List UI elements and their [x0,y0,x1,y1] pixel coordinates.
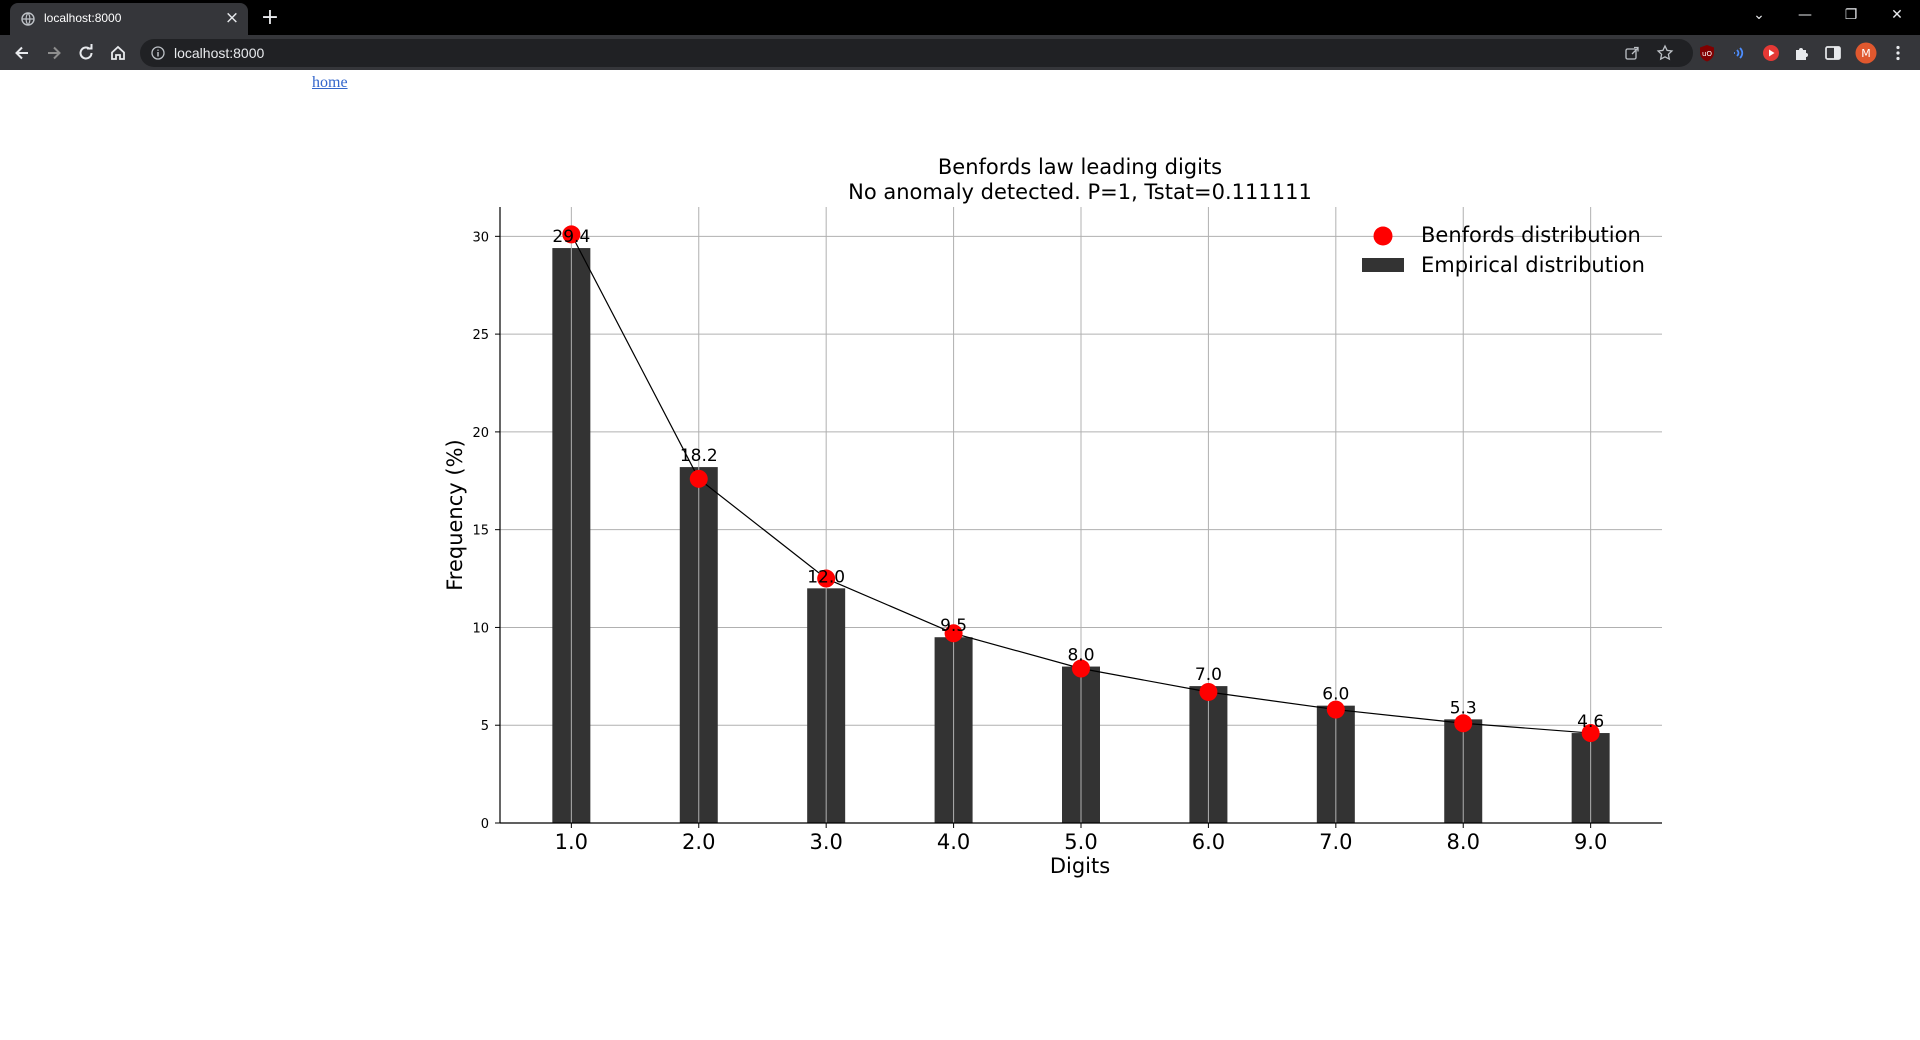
profile-initial: M [1861,47,1871,60]
home-button[interactable] [104,39,132,67]
reload-icon [79,44,93,60]
arrow-left-icon [15,46,28,60]
legend-marker-benford [1373,226,1393,246]
bar-value-label: 6.0 [1322,685,1349,705]
url-text[interactable]: localhost:8000 [174,45,265,61]
x-tick-label: 9.0 [1574,830,1607,854]
new-tab-button[interactable]: + [260,5,280,30]
x-tick-label: 1.0 [555,830,588,854]
benford-marker [1454,714,1473,733]
y-tick-label: 0 [481,817,489,832]
tab-close-icon[interactable]: × [224,8,240,28]
chart-title: Benfords law leading digits [938,155,1222,179]
x-tick-label: 6.0 [1192,830,1225,854]
bar-value-label: 5.3 [1450,698,1477,718]
bar-value-label: 9.5 [940,616,967,636]
kebab-menu-icon[interactable] [1888,43,1908,63]
y-tick-label: 10 [472,621,489,636]
side-panel-icon[interactable] [1823,43,1843,63]
axes: 0 5 10 15 20 25 30 1.0 2.0 3.0 4.0 5.0 6.0 7.0 8.0 9.0 [472,207,1662,854]
bar-value-label: 8.0 [1067,646,1094,666]
browser-toolbar: localhost:8000 uO M [0,35,1920,70]
forward-button[interactable] [40,39,68,67]
tab-title: localhost:8000 [44,11,122,25]
benford-marker [689,469,708,488]
x-tick-label: 4.0 [937,830,970,854]
share-icon[interactable] [1624,45,1640,61]
chart-subtitle: No anomaly detected. P=1, Tstat=0.111111 [848,180,1312,204]
back-button[interactable] [8,39,36,67]
read-aloud-icon[interactable] [1729,43,1749,63]
profile-avatar[interactable]: M [1855,42,1877,64]
benford-marker [944,624,963,643]
legend: Benfords distribution Empirical distribu… [1362,223,1645,277]
y-axis-label: Frequency (%) [443,439,467,591]
y-tick-label: 25 [472,328,489,343]
x-tick-label: 2.0 [682,830,715,854]
restore-button[interactable]: ❐ [1844,7,1858,23]
reload-button[interactable] [72,39,100,67]
benford-marker [1072,659,1090,678]
bar-value-label: 29.4 [552,227,590,247]
x-tick-label: 5.0 [1064,830,1097,854]
puzzle-icon[interactable] [1792,43,1812,63]
info-icon[interactable] [151,46,165,60]
minimize-button[interactable]: — [1798,7,1812,23]
star-icon[interactable] [1656,44,1674,62]
y-tick-label: 15 [472,524,489,539]
bar-value-label: 12.0 [807,567,845,587]
home-icon [111,45,125,60]
legend-swatch-empirical [1362,258,1404,272]
x-tick-label: 8.0 [1447,830,1480,854]
globe-icon [21,12,35,26]
legend-label-empirical: Empirical distribution [1421,253,1645,277]
benford-line [562,225,1600,743]
browser-tab-bar: localhost:8000 × + ⌄ — ❐ ✕ [0,0,1920,35]
x-tick-label: 3.0 [809,830,842,854]
browser-tab[interactable]: localhost:8000 × [10,3,248,35]
benford-marker [1326,700,1345,719]
bar-value-label: 4.6 [1577,712,1604,732]
bar-labels: 29.4 18.2 12.0 9.5 8.0 7.0 6.0 5.3 4.6 [552,227,1604,732]
bar-value-label: 7.0 [1195,665,1222,685]
benford-marker [1199,682,1218,701]
benford-marker [1581,724,1600,743]
x-axis-label: Digits [1050,854,1110,878]
video-extension-icon[interactable] [1761,43,1781,63]
bar-value-label: 18.2 [680,446,718,466]
legend-label-benford: Benfords distribution [1421,223,1641,247]
benford-marker [817,569,836,588]
y-tick-label: 30 [472,230,489,245]
close-window-button[interactable]: ✕ [1891,7,1903,23]
arrow-right-icon [48,46,61,60]
y-tick-label: 5 [481,719,489,734]
y-tick-label: 20 [472,426,489,441]
svg-text:uO: uO [1702,50,1712,58]
benford-marker [562,225,581,244]
vertical-grid-lines [570,207,1592,823]
tab-search-button[interactable]: ⌄ [1753,7,1765,23]
home-link[interactable]: home [312,74,348,91]
x-tick-label: 7.0 [1319,830,1352,854]
ublock-icon[interactable]: uO [1697,43,1717,63]
address-bar[interactable]: localhost:8000 [140,39,1693,67]
